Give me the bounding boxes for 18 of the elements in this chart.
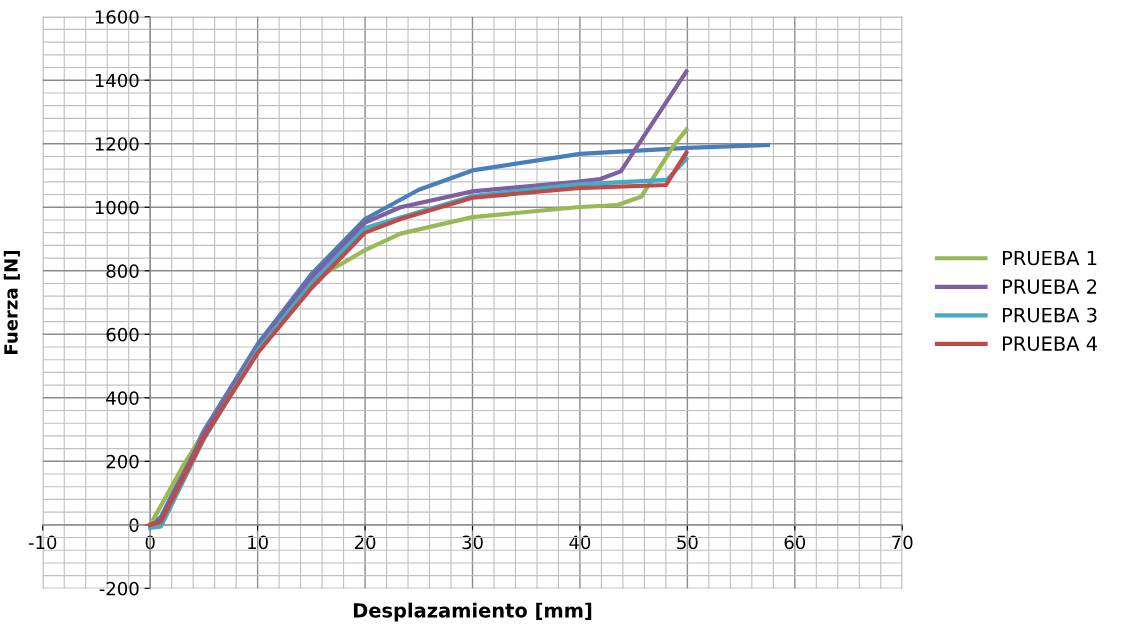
y-tick-label: -200 (99, 581, 139, 596)
x-tick-label: -10 (28, 535, 57, 550)
y-tick-label: 1200 (95, 137, 139, 151)
legend-label: PRUEBA 1 (1003, 250, 1097, 266)
y-tick-label: 1400 (95, 73, 139, 88)
y-tick-label: 600 (106, 327, 139, 342)
y-tick-label: 1000 (95, 200, 139, 215)
y-tick-label: 200 (106, 454, 139, 469)
legend-label: PRUEBA 3 (1003, 307, 1097, 323)
y-tick-label: 400 (106, 391, 139, 405)
y-tick-label: 800 (106, 264, 139, 278)
x-axis-title: Desplazamiento [mm] (353, 602, 592, 622)
y-tick-label: 1600 (95, 10, 139, 24)
legend-label: PRUEBA 4 (1003, 336, 1097, 351)
y-axis-title: Fuerza [N] (3, 251, 20, 354)
y-tick-label: 0 (129, 518, 139, 532)
legend-label: PRUEBA 2 (1003, 279, 1097, 294)
x-tick-label: 70 (892, 535, 913, 550)
